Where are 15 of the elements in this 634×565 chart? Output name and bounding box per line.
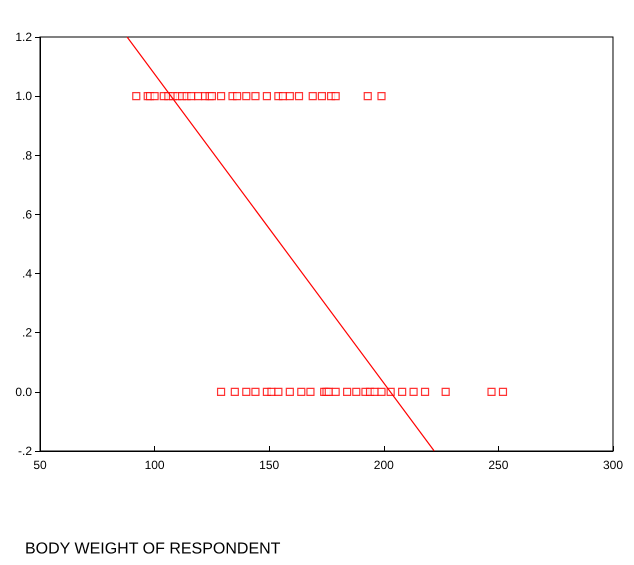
y-tick-label: .4 bbox=[22, 266, 32, 281]
y-tick-label: 1.2 bbox=[15, 30, 32, 44]
x-tick-label: 100 bbox=[144, 458, 165, 472]
y-tick-label: 0.0 bbox=[15, 384, 32, 399]
x-tick-label: 200 bbox=[374, 458, 394, 472]
x-tick-label: 250 bbox=[488, 458, 509, 472]
x-tick-label: 50 bbox=[33, 458, 47, 472]
y-tick-label: -.2 bbox=[18, 444, 32, 458]
x-tick-label: 150 bbox=[259, 458, 280, 472]
y-tick-label: .8 bbox=[22, 148, 32, 162]
y-tick-label: .2 bbox=[22, 326, 32, 340]
x-tick-label: 300 bbox=[602, 458, 624, 472]
x-axis-title: BODY WEIGHT OF RESPONDENT bbox=[25, 540, 281, 558]
y-tick-label: 1.0 bbox=[15, 89, 32, 104]
y-tick-label: .6 bbox=[22, 207, 32, 222]
